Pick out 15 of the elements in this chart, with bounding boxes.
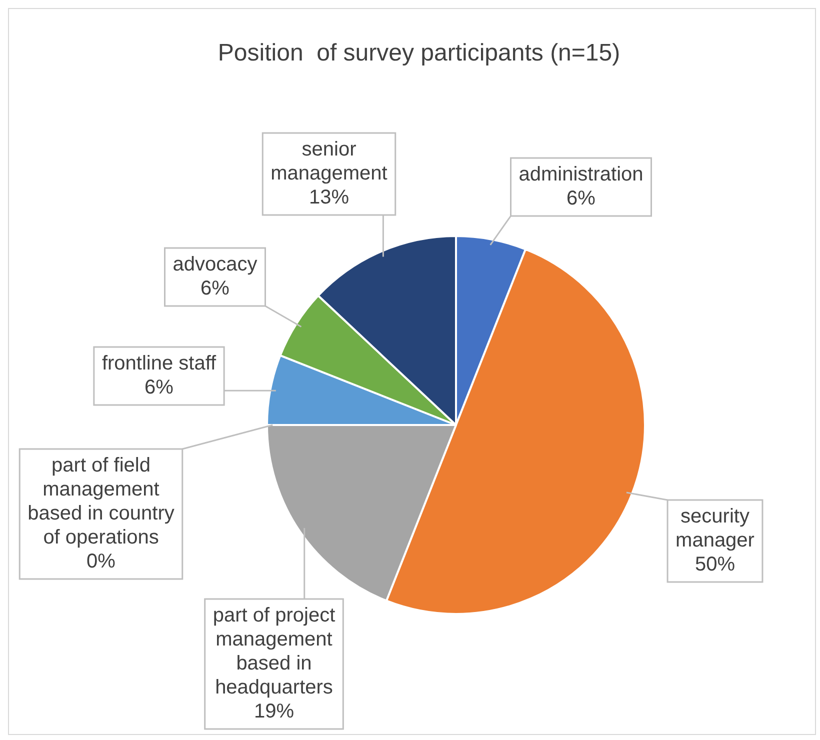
slice-label: advocacy bbox=[172, 254, 258, 276]
chart-title: Position of survey participants (n=15) bbox=[218, 40, 620, 67]
slice-label: frontline staff bbox=[102, 352, 217, 375]
data-label: 6% bbox=[144, 376, 174, 399]
text: 0% bbox=[86, 550, 116, 573]
category-label: part of field management based in country of operations bbox=[28, 454, 174, 549]
slice-label: security manager bbox=[676, 506, 755, 552]
slice-label: administration bbox=[518, 164, 644, 186]
data-label: 50% bbox=[694, 554, 736, 576]
data-label: 6% bbox=[566, 188, 596, 210]
slice-label: senior management bbox=[270, 138, 388, 185]
data-label: 13% bbox=[308, 186, 350, 209]
data-label: 6% bbox=[200, 278, 230, 300]
data-label: 19% bbox=[254, 700, 294, 723]
slice-label: part of project management based in headquarters bbox=[212, 604, 336, 699]
